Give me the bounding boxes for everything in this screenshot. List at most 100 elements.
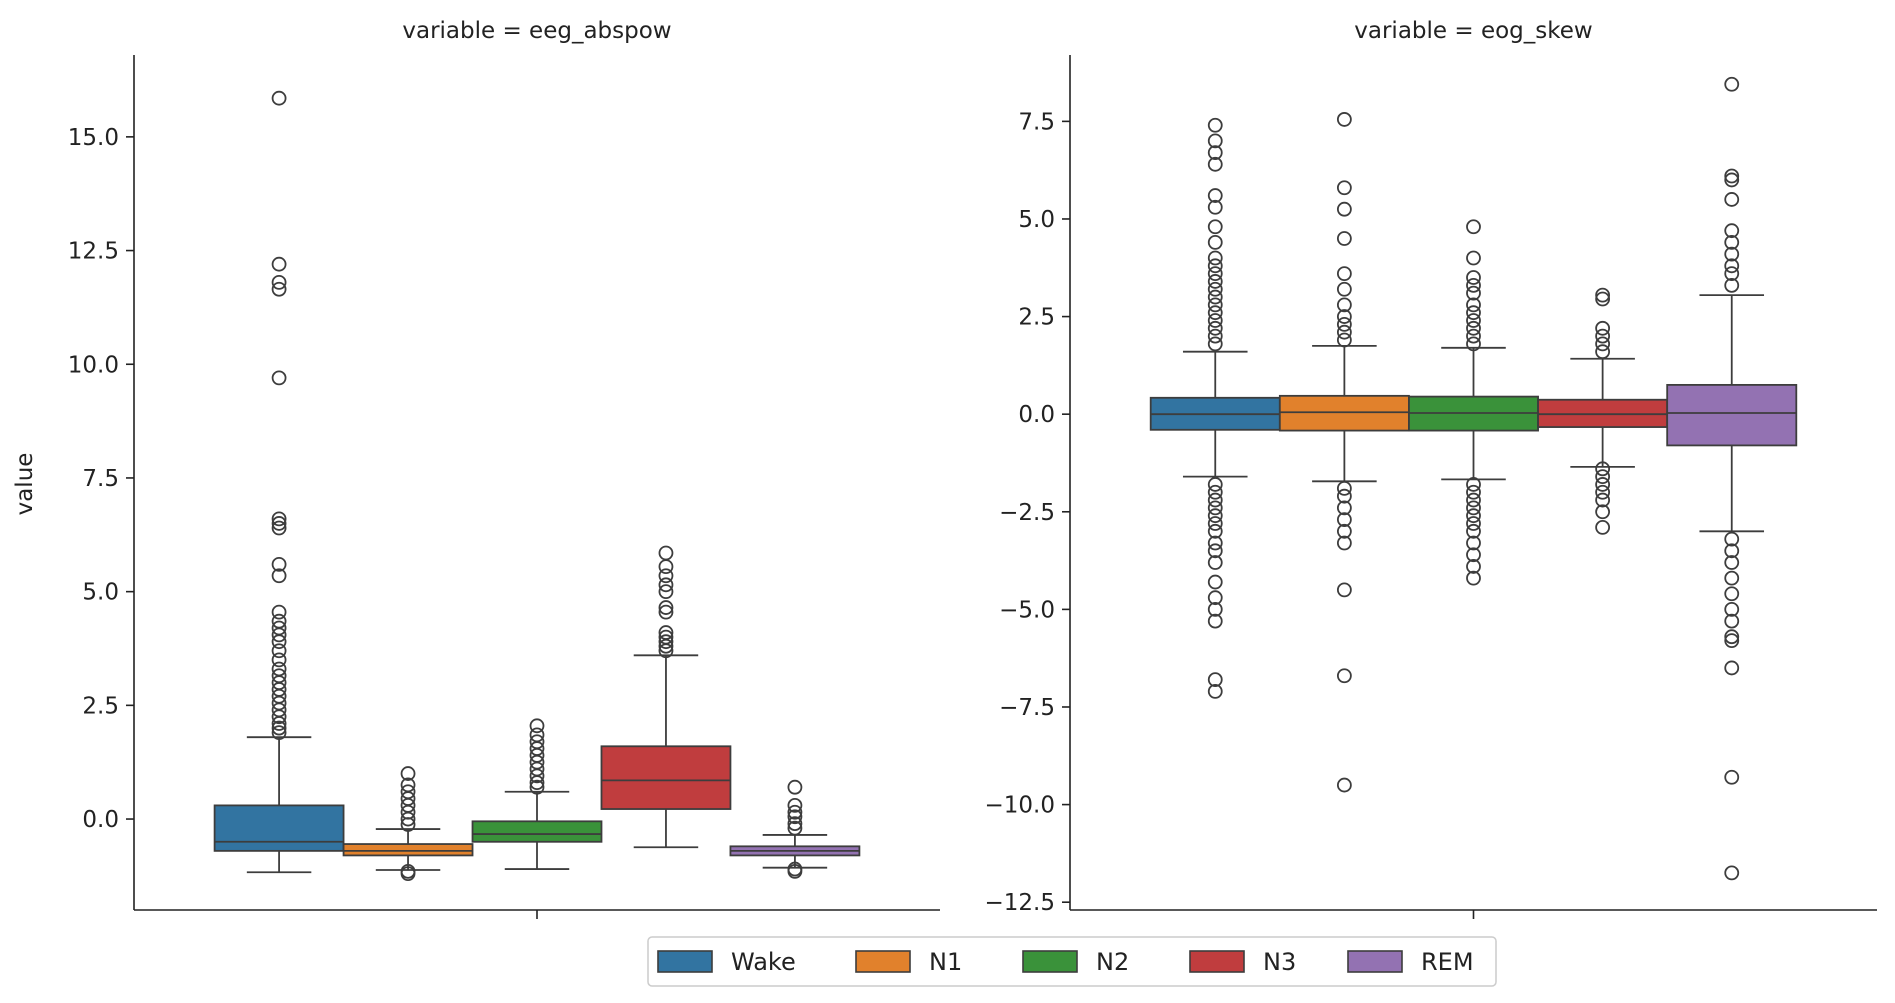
outlier-point	[1207, 117, 1223, 133]
outlier-point	[1207, 258, 1223, 274]
outlier-point	[271, 634, 287, 650]
outlier-point	[529, 768, 545, 784]
outlier-point	[1336, 324, 1352, 340]
box-n1	[342, 766, 474, 882]
box-wake	[1149, 117, 1281, 699]
y-tick-label: 10.0	[68, 352, 119, 378]
y-tick-label: 0.0	[82, 807, 119, 833]
box-n3	[1537, 287, 1669, 535]
outlier-point	[271, 720, 287, 736]
box-rem	[1666, 76, 1798, 881]
outlier-point	[658, 634, 674, 650]
outlier-point	[271, 556, 287, 572]
outlier-point	[1595, 336, 1611, 352]
outlier-point	[787, 863, 803, 879]
outlier-point	[1724, 586, 1740, 602]
panel-1: variable = eeg_abspow 0.0 2.5 5.0 7.5 10.0 12.…	[68, 18, 940, 919]
outlier-point	[1595, 484, 1611, 500]
outlier-point	[1336, 535, 1352, 551]
outlier-point	[1336, 332, 1352, 348]
outlier-point	[1724, 277, 1740, 293]
y-tick-label: −10.0	[985, 793, 1055, 819]
outlier-point	[1724, 234, 1740, 250]
outlier-point	[1207, 683, 1223, 699]
outlier-point	[1207, 156, 1223, 172]
box-body	[1666, 383, 1798, 447]
outlier-point	[1466, 523, 1481, 539]
outlier-point	[1207, 508, 1223, 524]
outlier-point	[1336, 500, 1352, 516]
outlier-point	[1207, 199, 1223, 215]
outlier-point	[1595, 328, 1611, 344]
outlier-point	[271, 520, 287, 536]
outlier-point	[1466, 516, 1481, 531]
outlier-point	[1207, 500, 1223, 516]
y-tick-label: −12.5	[985, 890, 1055, 916]
legend-swatch	[1022, 950, 1078, 973]
legend-label: N3	[1263, 948, 1296, 976]
outlier-point	[1466, 250, 1481, 266]
outlier-point	[1207, 297, 1223, 313]
outlier-point	[658, 584, 674, 600]
outlier-point	[787, 804, 803, 820]
outlier-point	[1207, 320, 1223, 336]
outlier-point	[1724, 660, 1740, 676]
outlier-point	[271, 604, 287, 620]
outlier-point	[1595, 469, 1611, 485]
outlier-point	[271, 370, 287, 386]
outlier-point	[271, 281, 287, 297]
outlier-point	[271, 90, 287, 106]
y-tick-label: −2.5	[999, 500, 1055, 526]
outlier-point	[529, 775, 545, 791]
outlier-point	[1207, 477, 1223, 492]
outlier-point	[1207, 523, 1223, 539]
outlier-point	[1336, 297, 1352, 313]
outlier-point	[1595, 287, 1611, 303]
outlier-point	[1336, 201, 1352, 217]
outlier-point	[1336, 582, 1352, 598]
outlier-point	[1724, 629, 1740, 645]
outlier-point	[271, 516, 287, 531]
outlier-point	[400, 811, 416, 827]
outlier-point	[1207, 313, 1223, 328]
outlier-point	[1466, 547, 1481, 563]
legend-swatch	[1189, 950, 1245, 973]
outlier-point	[1207, 672, 1223, 688]
outlier-point	[1207, 219, 1223, 235]
outlier-point	[1724, 531, 1740, 547]
outlier-point	[658, 568, 674, 584]
outlier-point	[1724, 258, 1740, 274]
outlier-point	[1207, 274, 1223, 289]
legend-entry-rem: REM	[1347, 948, 1474, 976]
outlier-point	[271, 709, 287, 725]
y-tick-label: 7.5	[82, 466, 119, 492]
outlier-point	[1207, 188, 1223, 203]
outlier-point	[787, 797, 803, 813]
outlier-point	[400, 766, 416, 781]
outlier-point	[1595, 477, 1611, 492]
outlier-point	[400, 817, 416, 832]
box-body	[213, 804, 345, 852]
legend-swatch	[1347, 950, 1403, 973]
outlier-point	[1466, 313, 1481, 328]
outlier-point	[1595, 344, 1611, 360]
legend-entry-wake: Wake	[657, 948, 796, 976]
outlier-point	[1336, 480, 1352, 496]
box-n1	[1278, 112, 1410, 793]
outlier-point	[1336, 777, 1352, 793]
outlier-point	[1466, 285, 1481, 301]
outlier-point	[1466, 305, 1481, 321]
y-tick-label: 2.5	[82, 693, 119, 719]
outlier-point	[1724, 172, 1740, 188]
outlier-point	[1336, 523, 1352, 539]
outlier-point	[400, 866, 416, 882]
y-tick-label: 0.0	[1018, 402, 1055, 428]
outlier-point	[1207, 516, 1223, 531]
outlier-point	[1207, 328, 1223, 344]
legend-swatch	[657, 950, 713, 973]
outlier-point	[1466, 484, 1481, 500]
outlier-point	[529, 718, 545, 734]
outlier-point	[1207, 234, 1223, 250]
box-body	[471, 820, 603, 843]
